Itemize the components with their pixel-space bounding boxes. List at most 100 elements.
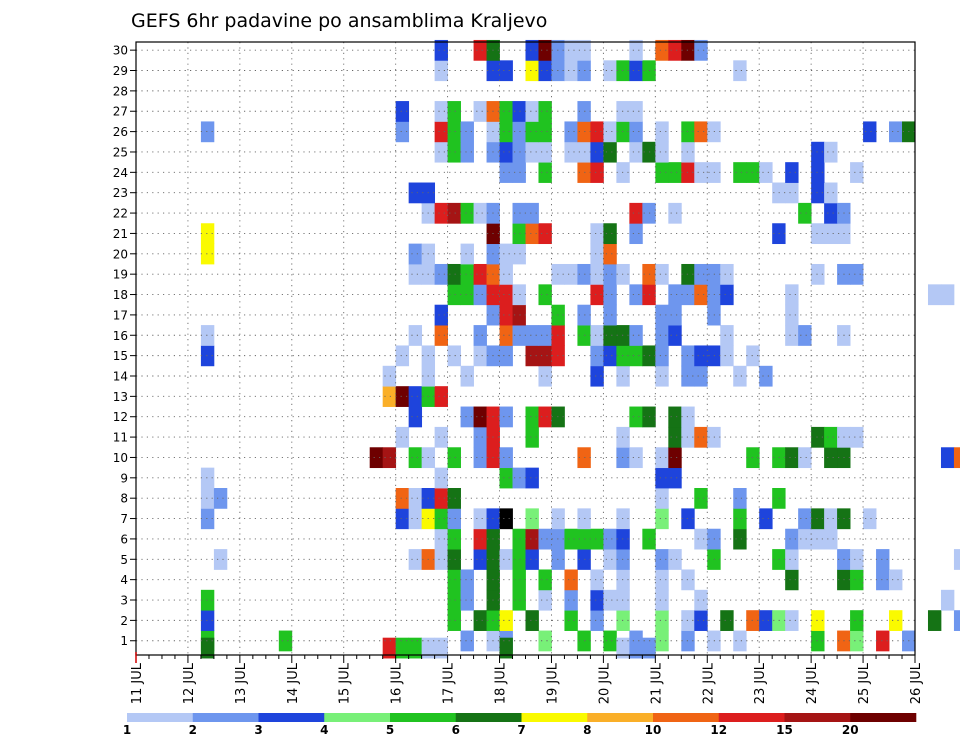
cell-member-27-t34 <box>577 101 591 122</box>
cell-member-14-t25 <box>460 365 474 387</box>
colorbar-label: 4 <box>320 723 328 737</box>
y-tick-label: 21 <box>113 227 128 241</box>
cell-member-26-t34 <box>577 121 591 143</box>
cell-member-30-t41 <box>668 39 682 61</box>
x-tick-label: 24 JUL <box>805 662 820 704</box>
cell-member-22-t25 <box>460 202 474 224</box>
cell-member-27-t28 <box>499 101 513 122</box>
cell-member-21-t30 <box>525 223 539 245</box>
cell-member-11-t53 <box>824 426 838 448</box>
cell-member-11-t23 <box>434 426 448 448</box>
y-tick-label: 23 <box>113 186 128 200</box>
cell-member-19-t28 <box>499 263 513 285</box>
cell-member-16-t34 <box>577 325 591 346</box>
cell-member-11-t20 <box>395 426 410 448</box>
y-tick-label: 19 <box>113 268 128 282</box>
y-tick-label: 20 <box>113 247 128 261</box>
cell-member-21-t29 <box>512 223 526 245</box>
colorbar-label: 15 <box>776 723 793 737</box>
cell-member-24-t41 <box>668 162 682 183</box>
cell-member-30-t38 <box>629 39 643 61</box>
cell-member-30-t40 <box>655 39 669 61</box>
y-tick-label: 15 <box>113 349 128 363</box>
cell-member-6-t50 <box>785 528 799 550</box>
x-tick-label: 25 JUL <box>857 662 872 704</box>
cell-member-23-t53 <box>824 182 838 204</box>
cell-member-15-t36 <box>603 345 617 367</box>
cell-member-8-t21 <box>408 488 423 509</box>
cell-member-3-t25 <box>460 589 474 611</box>
cell-member-17-t23 <box>434 304 448 326</box>
cell-member-14-t43 <box>694 365 708 387</box>
cell-member-30-t26 <box>473 39 487 61</box>
y-tick-label: 27 <box>113 105 128 119</box>
colorbar-swatch <box>390 713 457 722</box>
cell-member-20-t5 <box>200 243 215 265</box>
cell-member-26-t29 <box>512 121 526 143</box>
cell-member-3-t29 <box>512 589 526 611</box>
cell-member-26-t56 <box>863 121 877 143</box>
cell-member-29-t30 <box>525 60 539 82</box>
cell-member-5-t34 <box>577 549 591 570</box>
cell-member-3-t62 <box>940 589 955 611</box>
cell-member-5-t55 <box>850 549 864 570</box>
cell-member-17-t36 <box>603 304 617 326</box>
cell-member-24-t43 <box>694 162 708 183</box>
cell-member-5-t23 <box>434 549 448 570</box>
cell-member-2-t50 <box>785 610 799 631</box>
cell-member-26-t43 <box>694 121 708 143</box>
cell-member-7-t34 <box>577 508 591 530</box>
cell-member-19-t55 <box>850 263 864 285</box>
cell-member-6-t51 <box>798 528 812 550</box>
cell-member-22-t38 <box>629 202 643 224</box>
cell-member-2-t47 <box>746 610 760 631</box>
cell-member-22-t24 <box>447 202 461 224</box>
cell-member-3-t31 <box>538 589 552 611</box>
cell-member-8-t20 <box>395 488 410 509</box>
cell-member-26-t20 <box>395 121 410 143</box>
y-tick-label: 30 <box>113 44 128 58</box>
cell-member-2-t48 <box>759 610 773 631</box>
cell-member-27-t24 <box>447 101 461 122</box>
cell-member-2-t28 <box>499 610 513 631</box>
cell-member-1-t55 <box>850 630 864 652</box>
y-tick-label: 1 <box>120 634 128 648</box>
y-tick-label: 25 <box>113 145 128 159</box>
cell-member-2-t61 <box>927 610 942 631</box>
y-tick-label: 24 <box>113 166 128 180</box>
cell-member-15-t43 <box>694 345 708 367</box>
cell-member-15-t45 <box>720 345 734 367</box>
cell-member-16-t38 <box>629 325 643 346</box>
cell-member-15-t20 <box>395 345 410 367</box>
cell-member-2-t58 <box>889 610 903 631</box>
cell-row0-t23 <box>434 637 448 659</box>
cell-member-18-t35 <box>590 284 604 306</box>
cell-member-18-t31 <box>538 284 552 306</box>
cell-member-24-t31 <box>538 162 552 183</box>
y-tick-label: 11 <box>113 431 128 445</box>
colorbar-swatch <box>324 713 391 722</box>
cell-member-25-t34 <box>577 141 591 163</box>
cell-member-24-t48 <box>759 162 773 183</box>
x-tick-label: 15 JUL <box>338 662 353 704</box>
cell-member-17-t34 <box>577 304 591 326</box>
cell-member-25-t30 <box>525 141 539 163</box>
cell-member-12-t38 <box>629 406 643 428</box>
cell-member-2-t63 <box>953 610 960 631</box>
chart-title: GEFS 6hr padavine po ansamblima Kraljevo <box>131 10 547 32</box>
cell-member-10-t18 <box>369 447 384 469</box>
cell-member-15-t24 <box>447 345 461 367</box>
cell-member-7-t51 <box>798 508 812 530</box>
cell-member-19-t45 <box>720 263 734 285</box>
cell-member-1-t57 <box>876 630 890 652</box>
y-tick-label: 29 <box>113 64 128 78</box>
cell-member-2-t5 <box>200 610 215 631</box>
cell-member-6-t31 <box>538 528 552 550</box>
cell-member-2-t30 <box>525 610 539 631</box>
cell-member-24-t52 <box>811 162 825 183</box>
cell-member-2-t45 <box>720 610 734 631</box>
cell-member-2-t33 <box>564 610 578 631</box>
cell-member-3-t24 <box>447 589 461 611</box>
cell-member-6-t52 <box>811 528 825 550</box>
